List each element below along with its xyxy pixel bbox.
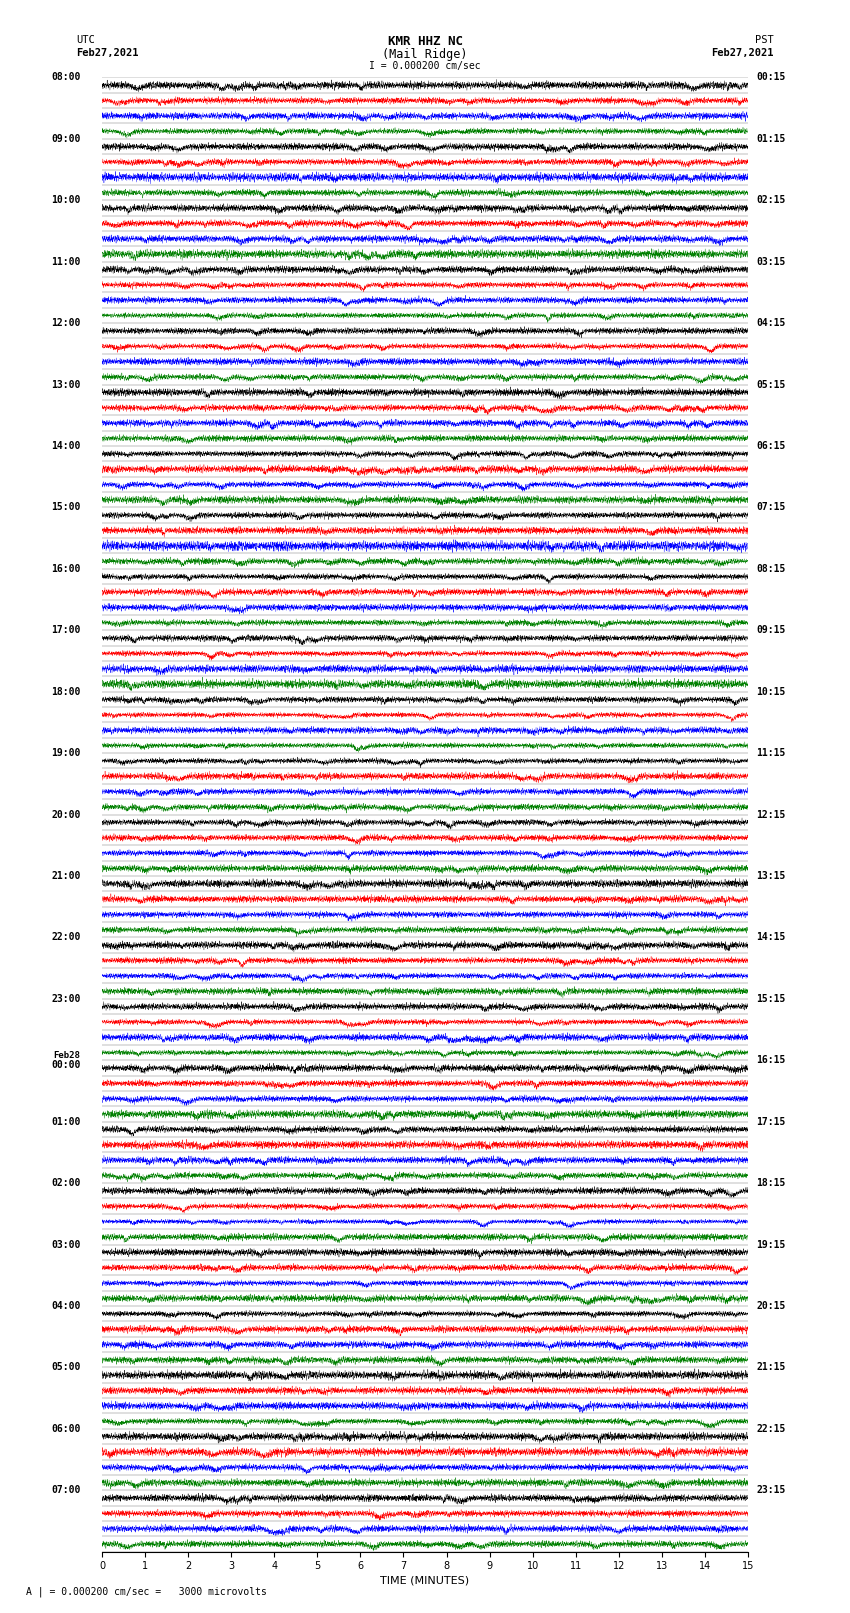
Text: 02:15: 02:15 [756,195,786,205]
Text: 03:00: 03:00 [51,1239,81,1250]
Text: 22:00: 22:00 [51,932,81,942]
Text: 21:00: 21:00 [51,871,81,881]
Text: 20:15: 20:15 [756,1302,786,1311]
Text: PST: PST [755,35,774,45]
Text: 23:00: 23:00 [51,994,81,1003]
Text: 08:15: 08:15 [756,565,786,574]
Text: I = 0.000200 cm/sec: I = 0.000200 cm/sec [369,61,481,71]
Text: 04:15: 04:15 [756,318,786,327]
Text: Feb27,2021: Feb27,2021 [76,48,139,58]
Text: 08:00: 08:00 [51,73,81,82]
Text: 11:15: 11:15 [756,748,786,758]
Text: 16:15: 16:15 [756,1055,786,1065]
Text: (Mail Ridge): (Mail Ridge) [382,48,468,61]
Text: 05:00: 05:00 [51,1363,81,1373]
X-axis label: TIME (MINUTES): TIME (MINUTES) [381,1576,469,1586]
Text: 13:00: 13:00 [51,379,81,390]
Text: 10:15: 10:15 [756,687,786,697]
Text: 02:00: 02:00 [51,1177,81,1189]
Text: 00:15: 00:15 [756,73,786,82]
Text: 01:00: 01:00 [51,1116,81,1127]
Text: A | = 0.000200 cm/sec =   3000 microvolts: A | = 0.000200 cm/sec = 3000 microvolts [26,1586,266,1597]
Text: 17:00: 17:00 [51,626,81,636]
Text: Feb27,2021: Feb27,2021 [711,48,774,58]
Text: 22:15: 22:15 [756,1424,786,1434]
Text: 11:00: 11:00 [51,256,81,266]
Text: 18:00: 18:00 [51,687,81,697]
Text: 04:00: 04:00 [51,1302,81,1311]
Text: 03:15: 03:15 [756,256,786,266]
Text: 10:00: 10:00 [51,195,81,205]
Text: 17:15: 17:15 [756,1116,786,1127]
Text: 14:00: 14:00 [51,440,81,452]
Text: 15:15: 15:15 [756,994,786,1003]
Text: 14:15: 14:15 [756,932,786,942]
Text: 21:15: 21:15 [756,1363,786,1373]
Text: 01:15: 01:15 [756,134,786,144]
Text: 09:00: 09:00 [51,134,81,144]
Text: 00:00: 00:00 [51,1060,81,1071]
Text: 15:00: 15:00 [51,502,81,513]
Text: 20:00: 20:00 [51,810,81,819]
Text: 19:00: 19:00 [51,748,81,758]
Text: 06:15: 06:15 [756,440,786,452]
Text: 07:15: 07:15 [756,502,786,513]
Text: 12:00: 12:00 [51,318,81,327]
Text: 05:15: 05:15 [756,379,786,390]
Text: 07:00: 07:00 [51,1486,81,1495]
Text: Feb28: Feb28 [54,1052,81,1060]
Text: 13:15: 13:15 [756,871,786,881]
Text: KMR HHZ NC: KMR HHZ NC [388,35,462,48]
Text: 18:15: 18:15 [756,1177,786,1189]
Text: 09:15: 09:15 [756,626,786,636]
Text: 12:15: 12:15 [756,810,786,819]
Text: UTC: UTC [76,35,95,45]
Text: 19:15: 19:15 [756,1239,786,1250]
Text: 06:00: 06:00 [51,1424,81,1434]
Text: 23:15: 23:15 [756,1486,786,1495]
Text: 16:00: 16:00 [51,565,81,574]
